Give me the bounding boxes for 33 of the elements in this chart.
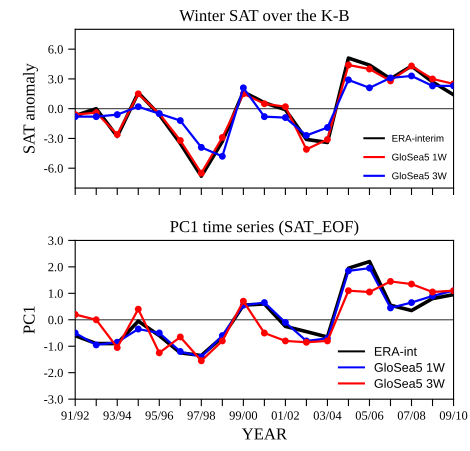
- y-tick-label: -3.0: [44, 134, 63, 143]
- legend-label: ERA-int: [374, 346, 417, 356]
- y-axis-title: SAT anomaly: [22, 63, 38, 154]
- y-tick-label: 0.0: [48, 316, 63, 324]
- y-axis-title: PC1: [23, 306, 35, 334]
- legend-label: ERA-interim: [392, 134, 444, 142]
- y-tick-label: 3.0: [48, 74, 63, 84]
- x-tick-label: 95/96: [145, 411, 174, 420]
- chart-title: Winter SAT over the K-B: [179, 9, 349, 22]
- legend-label: GloSea5 3W: [374, 378, 445, 388]
- x-tick-label: 01/02: [272, 411, 299, 420]
- x-axis-title: YEAR: [242, 428, 288, 440]
- x-tick-label: 07/08: [398, 411, 426, 420]
- x-tick-label: 99/00: [230, 411, 258, 420]
- x-tick-label: 93/94: [103, 411, 132, 420]
- legend-label: GloSea5 1W: [374, 362, 445, 372]
- x-tick-label: 05/06: [356, 411, 384, 420]
- x-tick-label: 97/98: [187, 411, 216, 420]
- legend-label: GloSea5 3W: [392, 172, 447, 180]
- legend-label: GloSea5 1W: [392, 153, 447, 161]
- x-tick-label: 03/04: [314, 411, 342, 420]
- chart-title: PC1 time series (SAT_EOF): [170, 220, 358, 236]
- x-tick-label: 09/10: [440, 411, 468, 420]
- y-tick-label: 3.0: [48, 236, 63, 245]
- x-tick-label: 91/92: [61, 411, 89, 420]
- y-tick-label: 6.0: [48, 45, 63, 54]
- y-tick-label: 0.0: [48, 104, 63, 114]
- y-tick-label: -1.0: [44, 342, 63, 351]
- y-tick-label: -3.0: [44, 395, 63, 404]
- y-tick-label: 1.0: [48, 289, 63, 298]
- y-tick-label: -2.0: [44, 368, 63, 378]
- y-tick-label: 2.0: [48, 262, 63, 272]
- y-tick-label: -6.0: [44, 164, 63, 173]
